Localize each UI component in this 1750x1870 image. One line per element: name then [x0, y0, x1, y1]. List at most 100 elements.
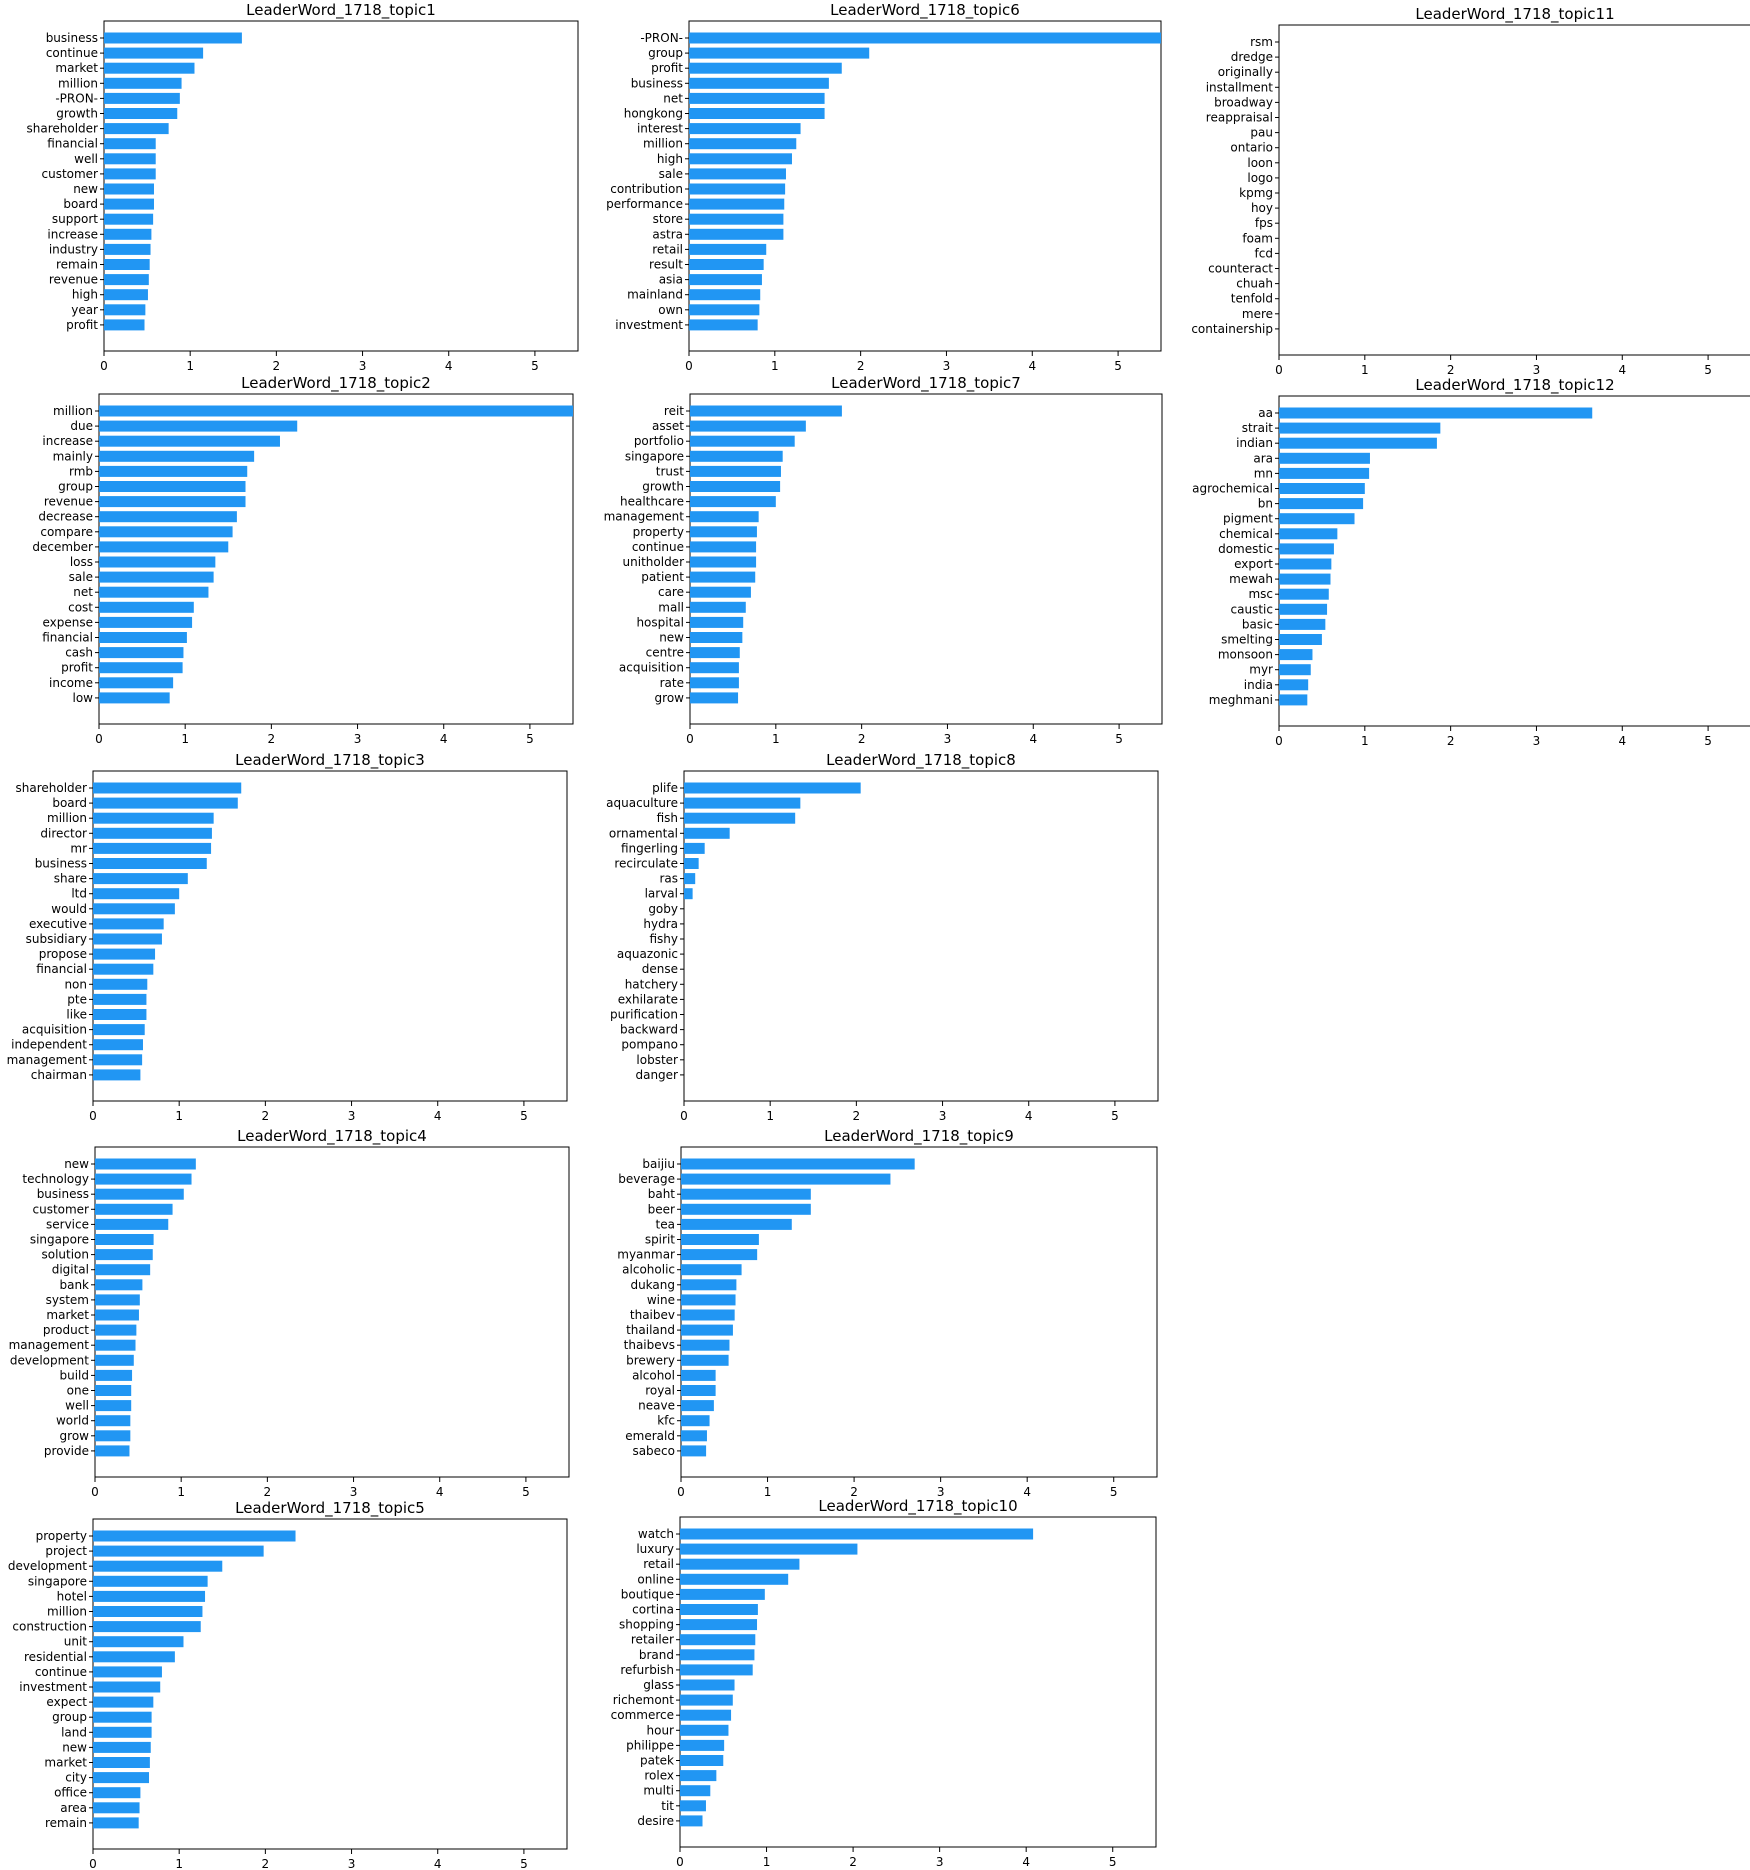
- category-label: monsoon: [1218, 648, 1273, 662]
- category-label: mainly: [53, 449, 93, 463]
- category-label: ras: [659, 872, 678, 886]
- category-label: million: [58, 76, 98, 90]
- bar-pte: [93, 993, 147, 1005]
- bar-myr: [1279, 664, 1311, 676]
- category-label: financial: [42, 631, 93, 645]
- category-label: tenfold: [1231, 292, 1273, 306]
- chart-panel-10: LeaderWord_1718_topic10 0 1 2 3 4 5 watchluxury…: [611, 1497, 1157, 1869]
- category-label: unitholder: [623, 555, 685, 569]
- category-label: trust: [656, 464, 684, 478]
- bar-executive: [93, 918, 164, 930]
- category-label: pte: [67, 992, 87, 1006]
- x-tick-label: 5: [1109, 1855, 1117, 1869]
- category-label: loss: [70, 555, 93, 569]
- bar-rmb: [99, 465, 248, 477]
- bar-result: [689, 259, 764, 270]
- bar-contribution: [689, 183, 786, 195]
- bar-new: [95, 1158, 196, 1170]
- bar-luxury: [680, 1543, 858, 1555]
- bar-trust: [690, 465, 781, 477]
- bar-remain: [104, 259, 150, 270]
- category-label: rolex: [644, 1769, 674, 1783]
- category-label: million: [47, 1605, 87, 1619]
- bar-ras: [684, 873, 696, 885]
- bar-singapore: [93, 1575, 208, 1587]
- bar-meghmani: [1279, 694, 1308, 706]
- bar-sabeco: [681, 1445, 707, 1457]
- bar-hour: [680, 1724, 729, 1736]
- category-label: commerce: [611, 1708, 674, 1722]
- chart-title: LeaderWord_1718_topic12: [1415, 376, 1614, 395]
- category-label: result: [649, 258, 683, 272]
- category-label: online: [637, 1572, 674, 1586]
- bar-acquisition: [690, 662, 739, 674]
- bar-subsidiary: [93, 933, 162, 945]
- category-label: board: [52, 796, 87, 810]
- bar-chemical: [1279, 528, 1338, 540]
- category-label: revenue: [49, 273, 98, 287]
- x-tick-label: 5: [1704, 363, 1712, 377]
- bar-emerald: [681, 1430, 707, 1442]
- x-tick-label: 1: [177, 1485, 185, 1499]
- bar-indian: [1279, 437, 1437, 449]
- bar-commerce: [680, 1709, 732, 1721]
- x-tick-label: 4: [1618, 734, 1626, 748]
- category-label: subsidiary: [26, 932, 87, 946]
- bar-cash: [99, 647, 184, 659]
- bar-director: [93, 827, 212, 839]
- bar-high: [689, 153, 792, 165]
- bar-brewery: [681, 1354, 729, 1366]
- x-tick-label: 5: [1704, 734, 1712, 748]
- category-label: caustic: [1231, 602, 1273, 616]
- category-label: singapore: [28, 1574, 87, 1588]
- x-tick-label: 2: [1447, 363, 1455, 377]
- x-tick-label: 0: [676, 1855, 684, 1869]
- bar-revenue: [99, 496, 246, 508]
- category-label: mewah: [1229, 572, 1273, 586]
- bar-office: [93, 1787, 141, 1799]
- bar-own: [689, 304, 760, 316]
- category-label: singapore: [30, 1233, 89, 1247]
- category-label: would: [51, 902, 87, 916]
- category-label: hongkong: [624, 107, 683, 121]
- bar-development: [93, 1560, 223, 1572]
- bar-group: [689, 47, 870, 59]
- category-label: patient: [641, 570, 684, 584]
- category-label: ornamental: [609, 826, 678, 840]
- category-label: new: [62, 1740, 87, 1754]
- category-label: kpmg: [1239, 186, 1273, 200]
- bar-hongkong: [689, 108, 825, 119]
- category-label: market: [46, 1308, 89, 1322]
- x-tick-label: 1: [763, 1855, 771, 1869]
- category-label: fingerling: [621, 841, 678, 855]
- bar-beer: [681, 1203, 811, 1215]
- category-label: emerald: [625, 1429, 675, 1443]
- category-label: sabeco: [632, 1444, 675, 1458]
- bar-board: [93, 797, 238, 809]
- bar-centre: [690, 647, 740, 659]
- category-label: ontario: [1230, 141, 1273, 155]
- bar-property: [690, 526, 757, 538]
- category-label: one: [67, 1384, 89, 1398]
- category-label: like: [66, 1008, 87, 1022]
- category-label: beverage: [618, 1172, 675, 1186]
- bar-tit: [680, 1800, 706, 1812]
- bar-cortina: [680, 1604, 758, 1615]
- category-label: revenue: [44, 495, 93, 509]
- category-label: dredge: [1231, 50, 1273, 64]
- bar-would: [93, 903, 175, 915]
- x-tick-label: 3: [1533, 363, 1541, 377]
- category-label: meghmani: [1209, 693, 1273, 707]
- category-label: investment: [19, 1680, 87, 1694]
- bar-area: [93, 1802, 140, 1814]
- bar--PRON-: [104, 92, 180, 104]
- x-tick-label: 5: [522, 1485, 530, 1499]
- bar-revenue: [104, 274, 149, 286]
- category-label: containership: [1191, 322, 1273, 336]
- category-label: executive: [29, 917, 87, 931]
- x-tick-label: 4: [1023, 1485, 1031, 1499]
- category-label: contribution: [610, 182, 683, 196]
- category-label: portfolio: [634, 434, 684, 448]
- category-label: cortina: [632, 1603, 674, 1617]
